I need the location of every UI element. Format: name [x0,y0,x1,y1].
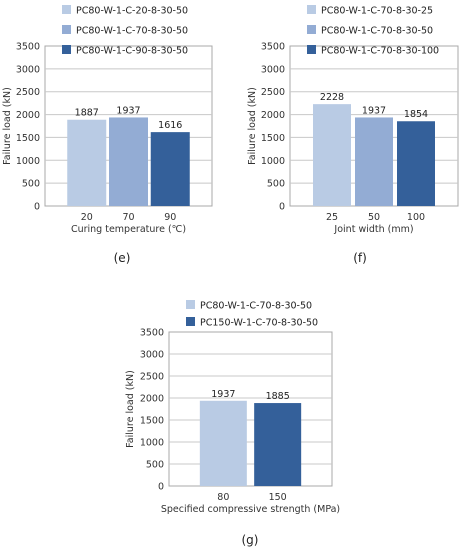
x-tick-label: 100 [407,212,425,223]
y-tick-label: 0 [158,482,164,493]
chart-panel-f: 0 500 1000 1500 2000 2500 3000 3500 2228 25 1937 50… [247,5,459,235]
y-tick-label: 3500 [261,42,285,53]
bar [199,400,247,486]
y-axis-title: Failure load (kN) [125,370,136,448]
plot-area [168,331,333,487]
bar [150,132,190,206]
chart-panel-g: 0 500 1000 1500 2000 2500 3000 3500 1937 80 1885 15… [125,300,340,515]
legend-entry: PC80-W-1-C-70-8-30-50 [321,26,433,37]
x-tick-label: 50 [368,212,380,223]
y-tick-label: 500 [22,179,40,190]
data-label: 1885 [266,391,290,402]
legend-swatch [307,25,316,34]
legend-swatch [307,5,316,14]
legend-swatch [62,45,71,54]
y-tick-label: 2000 [16,110,40,121]
legend-entry: PC150-W-1-C-70-8-30-50 [200,318,318,329]
y-tick-label: 2500 [16,87,40,98]
y-tick-label: 1000 [140,438,164,449]
y-tick-label: 2000 [261,110,285,121]
y-tick-label: 2500 [140,372,164,383]
legend: PC80-W-1-C-20-8-30-50 PC80-W-1-C-70-8-30-… [62,5,188,57]
y-tick-label: 1500 [140,416,164,427]
legend-entry: PC80-W-1-C-90-8-30-50 [76,46,188,57]
y-axis-title: Failure load (kN) [2,87,13,165]
y-tick-label: 1000 [261,156,285,167]
x-axis-title: Specified compressive strength (MPa) [161,504,340,515]
legend-swatch [62,5,71,14]
bar [109,117,148,206]
y-tick-label: 3500 [16,42,40,53]
data-label: 1616 [158,120,182,131]
x-tick-label: 20 [81,212,93,223]
y-tick-label: 3500 [140,328,164,339]
y-tick-label: 1000 [16,156,40,167]
legend: PC80-W-1-C-70-8-30-50 PC150-W-1-C-70-8-30… [186,300,318,329]
y-tick-label: 1500 [261,133,285,144]
panel-label: (f) [353,251,367,265]
legend-entry: PC80-W-1-C-20-8-30-50 [76,6,188,17]
legend-swatch [186,300,195,309]
bar [355,117,393,206]
bar [254,403,302,486]
x-tick-label: 70 [122,212,134,223]
legend-swatch [62,25,71,34]
y-tick-label: 3000 [140,350,164,361]
legend-entry: PC80-W-1-C-70-8-30-50 [76,26,188,37]
bar [313,104,351,206]
y-tick-label: 2500 [261,87,285,98]
legend: PC80-W-1-C-70-8-30-25 PC80-W-1-C-70-8-30-… [307,5,439,57]
panel-label: (e) [114,251,131,265]
y-tick-label: 2000 [140,394,164,405]
data-label: 1937 [362,105,386,116]
legend-swatch [186,317,195,326]
data-label: 1887 [75,108,99,119]
y-tick-label: 500 [146,460,164,471]
y-tick-label: 3000 [16,64,40,75]
x-tick-label: 150 [269,492,287,503]
x-axis-title: Curing temperature (℃) [71,224,186,235]
x-tick-label: 80 [217,492,229,503]
y-tick-label: 0 [34,202,40,213]
y-axis-title: Failure load (kN) [247,87,258,165]
data-label: 2228 [320,92,344,103]
x-tick-label: 90 [164,212,176,223]
legend-entry: PC80-W-1-C-70-8-30-50 [200,301,312,312]
x-axis-title: Joint width (mm) [333,224,413,235]
legend-swatch [307,45,316,54]
y-tick-label: 1500 [16,133,40,144]
chart-panel-e: 0 500 1000 1500 2000 2500 3000 3500 1887 20 1937 70… [2,5,213,235]
data-label: 1937 [116,105,140,116]
panel-label: (g) [242,533,259,547]
legend-entry: PC80-W-1-C-70-8-30-100 [321,46,439,57]
data-label: 1937 [211,389,235,400]
x-tick-label: 25 [326,212,338,223]
data-label: 1854 [404,109,428,120]
legend-entry: PC80-W-1-C-70-8-30-25 [321,6,433,17]
bar [397,121,435,206]
bar [67,119,107,206]
y-tick-label: 0 [279,202,285,213]
y-tick-label: 500 [267,179,285,190]
y-tick-label: 3000 [261,64,285,75]
